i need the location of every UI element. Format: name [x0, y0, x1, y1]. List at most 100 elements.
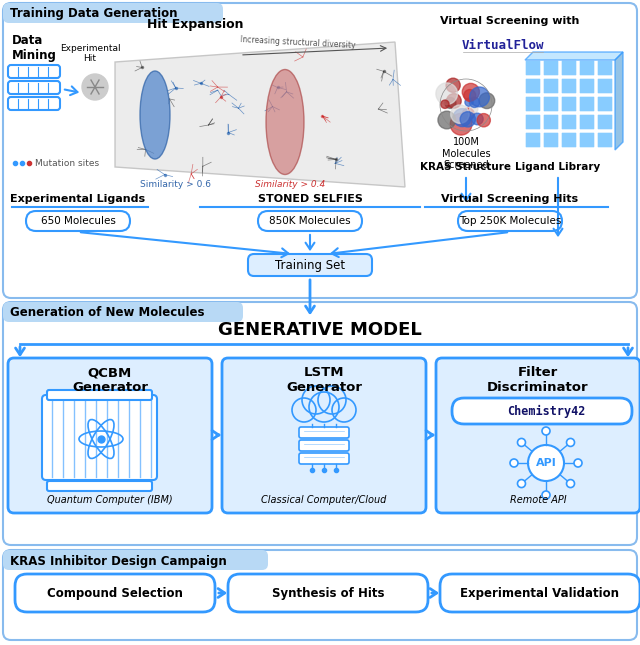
Text: Filter
Discriminator: Filter Discriminator — [487, 366, 589, 394]
Circle shape — [318, 386, 346, 414]
Circle shape — [472, 113, 483, 124]
Polygon shape — [615, 52, 623, 150]
FancyBboxPatch shape — [525, 60, 541, 76]
FancyBboxPatch shape — [561, 60, 577, 76]
Circle shape — [470, 105, 478, 113]
Circle shape — [302, 386, 330, 414]
FancyBboxPatch shape — [525, 114, 541, 130]
Circle shape — [479, 93, 495, 108]
Text: Compound Selection: Compound Selection — [47, 586, 183, 599]
Text: KRAS Inhibitor Design Campaign: KRAS Inhibitor Design Campaign — [10, 555, 227, 568]
FancyBboxPatch shape — [452, 398, 632, 424]
Circle shape — [518, 439, 525, 446]
FancyBboxPatch shape — [543, 96, 559, 112]
Text: Experimental Ligands: Experimental Ligands — [10, 194, 145, 204]
FancyBboxPatch shape — [543, 60, 559, 76]
Ellipse shape — [266, 70, 304, 175]
Circle shape — [470, 87, 490, 107]
Text: GENERATIVE MODEL: GENERATIVE MODEL — [218, 321, 422, 339]
Text: KRAS Structure: KRAS Structure — [420, 162, 511, 172]
Circle shape — [450, 114, 472, 135]
Text: Similarity > 0.6: Similarity > 0.6 — [140, 180, 211, 189]
FancyBboxPatch shape — [597, 132, 613, 148]
Circle shape — [462, 83, 479, 101]
Text: Virtual Screening with: Virtual Screening with — [440, 16, 580, 26]
Circle shape — [453, 108, 471, 126]
FancyBboxPatch shape — [299, 453, 349, 464]
Polygon shape — [525, 52, 623, 60]
FancyBboxPatch shape — [47, 390, 152, 400]
FancyBboxPatch shape — [525, 96, 541, 112]
Text: 100M
Molecules
Screened: 100M Molecules Screened — [442, 137, 490, 170]
Circle shape — [464, 90, 476, 101]
FancyBboxPatch shape — [597, 114, 613, 130]
FancyBboxPatch shape — [8, 81, 60, 94]
Text: Classical Computer/Cloud: Classical Computer/Cloud — [261, 495, 387, 505]
Text: Similarity > 0.4: Similarity > 0.4 — [255, 180, 325, 189]
FancyBboxPatch shape — [561, 132, 577, 148]
Text: Remote API: Remote API — [509, 495, 566, 505]
Text: Ligand Library: Ligand Library — [515, 162, 600, 172]
Circle shape — [82, 74, 108, 100]
FancyBboxPatch shape — [543, 114, 559, 130]
Text: Training Set: Training Set — [275, 259, 345, 272]
Circle shape — [518, 480, 525, 488]
Circle shape — [566, 480, 575, 488]
Circle shape — [528, 445, 564, 481]
Text: Experimental
Hit: Experimental Hit — [60, 44, 120, 63]
FancyBboxPatch shape — [228, 574, 428, 612]
Circle shape — [574, 459, 582, 467]
FancyBboxPatch shape — [543, 132, 559, 148]
Polygon shape — [115, 42, 405, 187]
FancyBboxPatch shape — [248, 254, 372, 276]
Circle shape — [447, 94, 461, 108]
Circle shape — [542, 427, 550, 435]
FancyBboxPatch shape — [8, 358, 212, 513]
FancyBboxPatch shape — [579, 114, 595, 130]
Circle shape — [542, 491, 550, 499]
Circle shape — [292, 398, 316, 422]
Circle shape — [465, 98, 473, 106]
FancyBboxPatch shape — [3, 550, 637, 640]
FancyBboxPatch shape — [3, 302, 637, 545]
FancyBboxPatch shape — [579, 132, 595, 148]
Text: Data
Mining: Data Mining — [12, 34, 57, 62]
Circle shape — [469, 97, 479, 108]
FancyBboxPatch shape — [3, 302, 243, 322]
Circle shape — [477, 114, 490, 127]
FancyBboxPatch shape — [3, 550, 268, 570]
FancyBboxPatch shape — [525, 78, 541, 94]
Text: Experimental Validation: Experimental Validation — [461, 586, 620, 599]
Circle shape — [460, 112, 476, 127]
FancyBboxPatch shape — [579, 96, 595, 112]
FancyBboxPatch shape — [15, 574, 215, 612]
FancyBboxPatch shape — [222, 358, 426, 513]
Text: STONED SELFIES: STONED SELFIES — [257, 194, 362, 204]
FancyBboxPatch shape — [47, 481, 152, 491]
Circle shape — [436, 83, 458, 104]
Text: Top 250K Molecules: Top 250K Molecules — [459, 216, 561, 226]
FancyBboxPatch shape — [597, 60, 613, 76]
FancyBboxPatch shape — [525, 132, 541, 148]
Text: Generation of New Molecules: Generation of New Molecules — [10, 306, 205, 319]
FancyBboxPatch shape — [440, 574, 640, 612]
Circle shape — [446, 78, 460, 92]
Circle shape — [510, 459, 518, 467]
FancyBboxPatch shape — [561, 114, 577, 130]
Circle shape — [445, 97, 456, 108]
FancyBboxPatch shape — [3, 3, 637, 298]
Text: Increasing structural diversity: Increasing structural diversity — [240, 35, 356, 50]
Text: Virtual Screening Hits: Virtual Screening Hits — [442, 194, 579, 204]
Circle shape — [451, 105, 469, 123]
FancyBboxPatch shape — [597, 96, 613, 112]
Circle shape — [441, 100, 449, 108]
FancyBboxPatch shape — [579, 78, 595, 94]
FancyBboxPatch shape — [8, 97, 60, 110]
FancyBboxPatch shape — [436, 358, 640, 513]
Text: Mutation sites: Mutation sites — [35, 159, 99, 168]
FancyBboxPatch shape — [597, 78, 613, 94]
Text: Quantum Computer (IBM): Quantum Computer (IBM) — [47, 495, 173, 505]
Text: QCBM
Generator: QCBM Generator — [72, 366, 148, 394]
Text: API: API — [536, 458, 556, 468]
FancyBboxPatch shape — [42, 395, 157, 480]
